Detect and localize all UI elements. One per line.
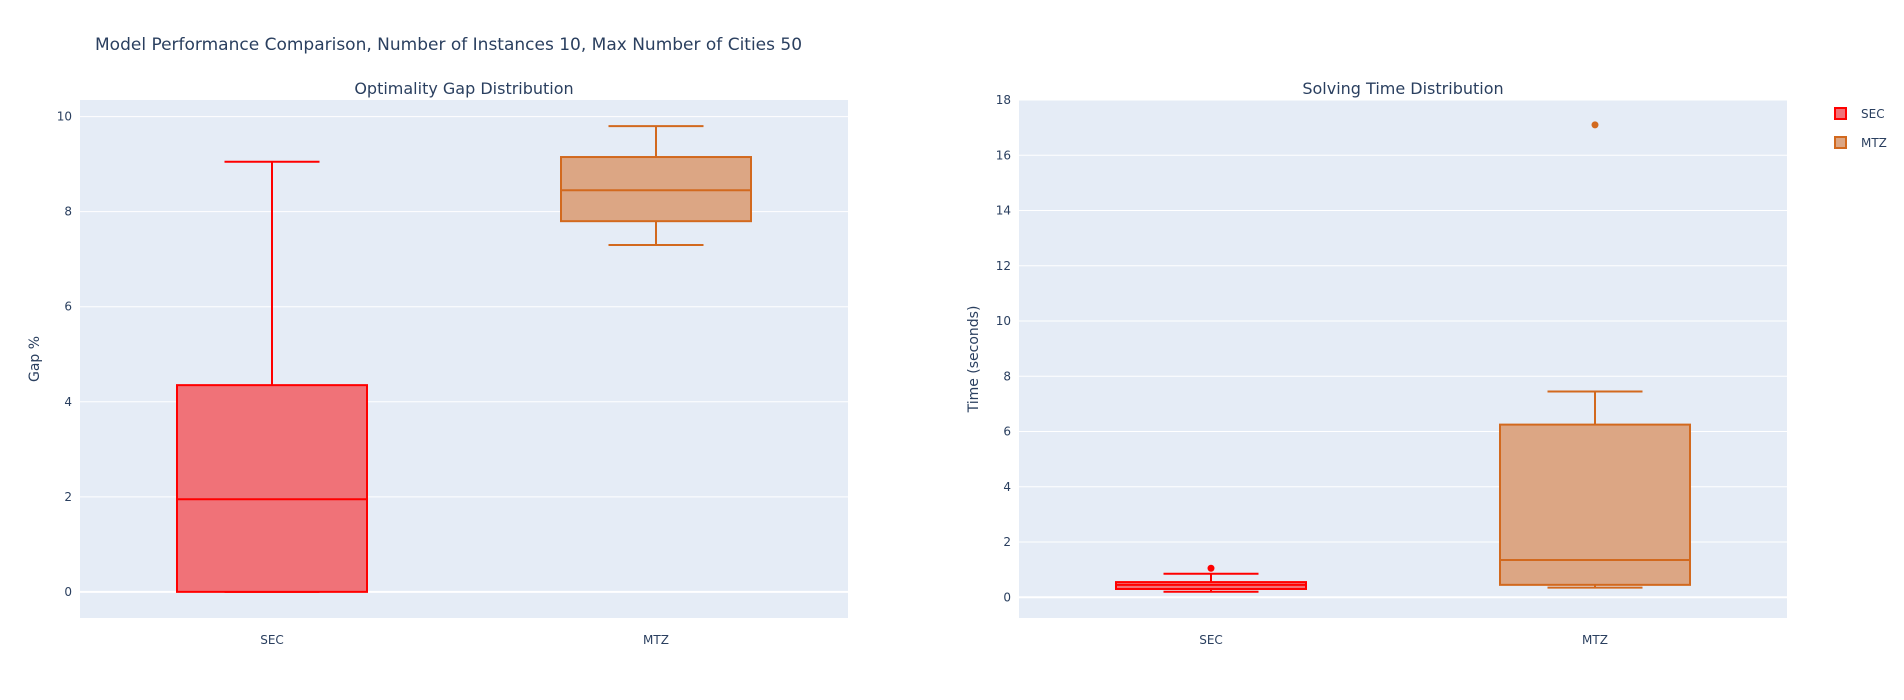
subplot-title-time: Solving Time Distribution xyxy=(1302,79,1503,98)
box-mtz xyxy=(560,156,752,223)
legend-swatch-mtz xyxy=(1834,136,1847,149)
y-tick-label: 14 xyxy=(996,204,1011,218)
y-tick-label: 0 xyxy=(1003,590,1011,604)
y-tick-label: 4 xyxy=(64,395,72,409)
y-tick-label: 0 xyxy=(64,585,72,599)
y-tick-label: 4 xyxy=(1003,480,1011,494)
y-tick-label: 6 xyxy=(64,300,72,314)
y-tick-label: 10 xyxy=(996,314,1011,328)
y-axis-label-time: Time (seconds) xyxy=(966,306,982,414)
y-tick-label: 2 xyxy=(1003,535,1011,549)
y-tick-label: 10 xyxy=(57,110,72,124)
legend: SEC MTZ xyxy=(1834,107,1887,150)
subplot-gap: Optimality Gap Distribution Gap % 0 2 4 6 8 1… xyxy=(27,79,848,647)
subplot-title-gap: Optimality Gap Distribution xyxy=(354,79,573,98)
marks-gap: 0 2 4 6 8 10 SEC MTZ xyxy=(57,110,848,647)
y-tick-label: 18 xyxy=(996,93,1011,107)
legend-item-mtz[interactable]: MTZ xyxy=(1834,136,1887,150)
y-tick-label: 2 xyxy=(64,490,72,504)
x-tick-label: SEC xyxy=(1199,633,1223,647)
marks-time: 0 2 4 6 8 10 12 14 16 18 SEC MTZ xyxy=(996,93,1787,647)
y-tick-label: 8 xyxy=(64,205,72,219)
y-tick-label: 6 xyxy=(1003,425,1011,439)
legend-label-mtz: MTZ xyxy=(1861,136,1887,150)
x-tick-label: MTZ xyxy=(643,633,669,647)
y-tick-label: 16 xyxy=(996,148,1011,162)
box-mtz xyxy=(1499,423,1691,586)
legend-swatch-sec xyxy=(1834,107,1847,120)
outlier-point-sec xyxy=(1207,564,1215,572)
box-sec xyxy=(176,384,368,593)
x-tick-label: SEC xyxy=(260,633,284,647)
outlier-point-mtz xyxy=(1591,121,1599,129)
y-axis-label-gap: Gap % xyxy=(27,336,43,382)
legend-label-sec: SEC xyxy=(1861,107,1885,121)
y-tick-label: 8 xyxy=(1003,369,1011,383)
figure-title: Model Performance Comparison, Number of … xyxy=(95,35,802,55)
subplot-time: Solving Time Distribution Time (seconds)… xyxy=(966,79,1787,647)
legend-item-sec[interactable]: SEC xyxy=(1834,107,1885,121)
x-tick-label: MTZ xyxy=(1582,633,1608,647)
y-tick-label: 12 xyxy=(996,259,1011,273)
